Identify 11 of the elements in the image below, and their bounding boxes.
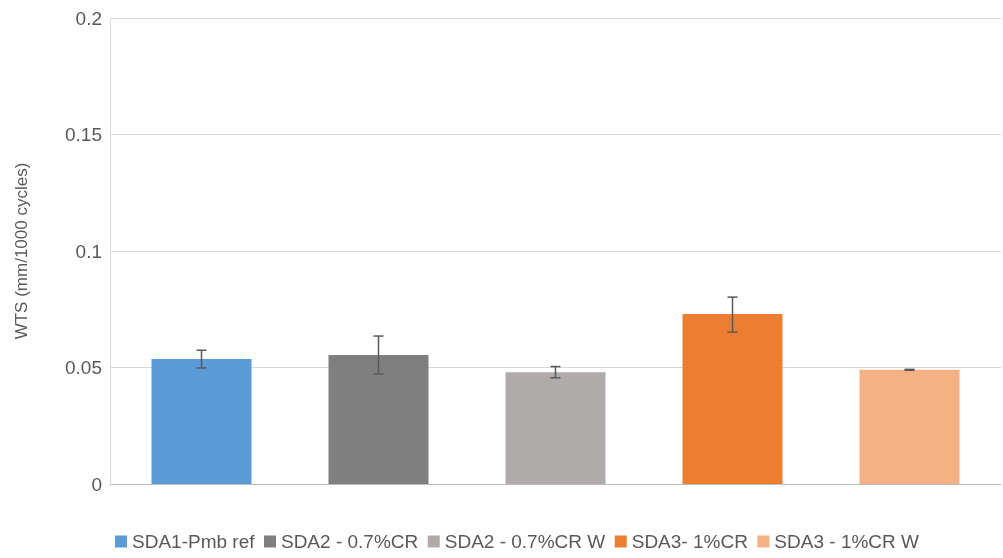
y-tick-label: 0.2	[75, 7, 102, 29]
legend-label: SDA3 - 1%CR W	[774, 531, 929, 552]
y-axis-title: WTS (mm/1000 cycles)	[12, 162, 31, 340]
y-tick-label: 0.15	[65, 124, 102, 145]
legend-label: SDA3- 1%CR	[631, 531, 758, 552]
legend-label: SDA1-Pmb ref	[132, 531, 264, 552]
y-tick-label: 0.05	[65, 357, 102, 378]
legend-label: SDA2 - 0.7%CR W	[444, 531, 615, 552]
y-tick-label: 0.1	[75, 240, 102, 262]
y-tick-label: 0	[91, 473, 102, 495]
legend-label: SDA2 - 0.7%CR	[280, 531, 428, 552]
